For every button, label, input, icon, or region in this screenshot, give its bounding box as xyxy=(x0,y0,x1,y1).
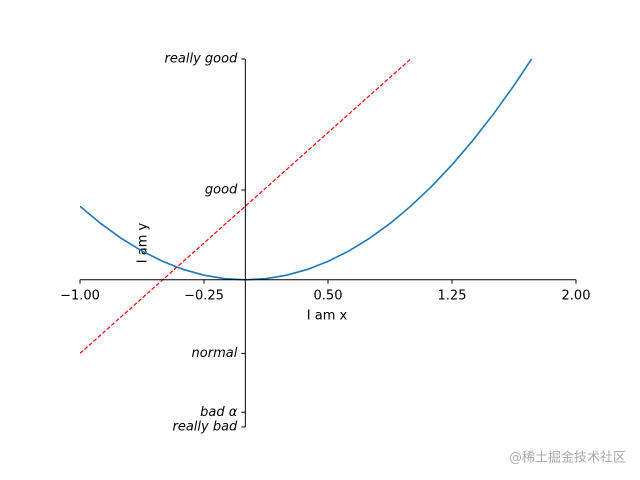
x-tick-label: 0.50 xyxy=(314,288,343,303)
y-tick-label: good xyxy=(205,183,238,198)
x-tick-label: −1.00 xyxy=(60,288,100,303)
y-tick-label: really bad xyxy=(172,420,238,435)
x-axis-label: I am x xyxy=(307,309,348,324)
x-tick-label: 2.00 xyxy=(562,288,591,303)
watermark: @稀土掘金技术社区 xyxy=(509,450,626,466)
y-axis-label: I am y xyxy=(136,222,151,263)
x-tick-label: −0.25 xyxy=(184,288,224,303)
y-tick-label: bad α xyxy=(200,405,238,420)
y-tick-label: really good xyxy=(165,52,239,67)
x-tick-label: 1.25 xyxy=(438,288,467,303)
y-tick-label: normal xyxy=(192,346,238,361)
line xyxy=(80,59,533,281)
